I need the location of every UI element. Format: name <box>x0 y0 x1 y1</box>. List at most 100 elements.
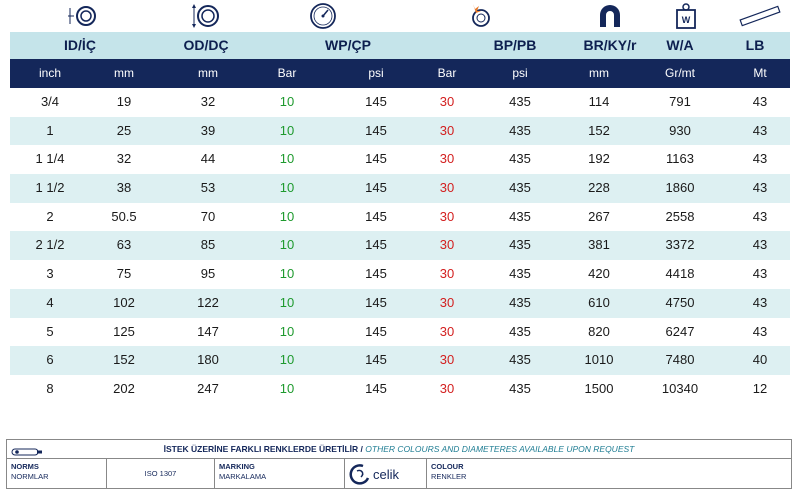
cell-length-mt: 43 <box>752 323 768 339</box>
icon-row: W <box>10 0 790 32</box>
cell-length-mt: 43 <box>752 237 768 253</box>
cell-wp-bar: 10 <box>279 237 295 253</box>
cell-wp-bar: 10 <box>279 323 295 339</box>
cell-od-mm: 85 <box>200 237 216 253</box>
cell-weight-grmt: 2558 <box>665 208 695 224</box>
marking-sub: MARKALAMA <box>219 472 267 481</box>
norms-cell: NORMS NORMLAR <box>7 459 107 489</box>
cell-bp-bar: 30 <box>439 94 455 109</box>
unit-br-mm: mm <box>589 66 609 80</box>
cell-weight-grmt: 791 <box>669 94 691 109</box>
cell-length-mt: 43 <box>752 266 768 282</box>
cell-id-mm: 202 <box>113 380 135 396</box>
cell-bp-bar: 30 <box>439 180 455 196</box>
header-weight: W/A <box>666 37 694 53</box>
cell-bp-psi: 435 <box>509 352 531 368</box>
unit-od-mm: mm <box>198 66 218 80</box>
cell-size-inch: 1 <box>46 122 54 138</box>
brand-cell: celik <box>345 459 427 489</box>
header-bp: BP/PB <box>493 37 537 53</box>
colour-label: COLOUR <box>431 462 464 471</box>
cell-bp-bar: 30 <box>439 323 455 339</box>
cell-length-mt: 12 <box>752 380 768 396</box>
cell-id-mm: 102 <box>113 294 135 310</box>
table-row: 2 50.5 70 10 145 30 435 267 2558 43 <box>10 203 790 232</box>
cell-weight-grmt: 4418 <box>665 266 695 282</box>
cell-bp-psi: 435 <box>509 380 531 396</box>
weight-icon: W <box>671 2 701 30</box>
cell-wp-psi: 145 <box>365 294 387 310</box>
cell-size-inch: 1 1/4 <box>35 151 65 167</box>
cell-id-mm: 25 <box>116 122 132 138</box>
cell-wp-bar: 10 <box>279 151 295 167</box>
cell-bp-psi: 435 <box>509 180 531 196</box>
footer-panel: İSTEK ÜZERİNE FARKLI RENKLERDE ÜRETİLİR … <box>6 439 792 489</box>
cell-bend-radius-mm: 192 <box>588 151 610 167</box>
norm-value-cell: ISO 1307 <box>107 459 215 489</box>
unit-length: Mt <box>753 66 767 80</box>
cell-wp-psi: 145 <box>365 208 387 224</box>
cell-size-inch: 2 1/2 <box>35 237 65 253</box>
cell-size-inch: 3 <box>46 266 54 282</box>
footer-note-tr: İSTEK ÜZERİNE FARKLI RENKLERDE ÜRETİLİR … <box>163 444 366 454</box>
cell-bend-radius-mm: 228 <box>588 180 610 196</box>
unit-bp-bar: Bar <box>437 66 457 80</box>
marking-cell: MARKING MARKALAMA <box>215 459 345 489</box>
table-row: 1 1/4 32 44 10 145 30 435 192 1163 43 <box>10 145 790 174</box>
cell-size-inch: 6 <box>46 352 54 368</box>
cell-wp-psi: 145 <box>365 266 387 282</box>
table-row: 1 25 39 10 145 30 435 152 930 43 <box>10 116 790 146</box>
inner-diameter-icon <box>68 2 98 30</box>
cell-bp-bar: 30 <box>439 208 455 224</box>
cell-wp-bar: 10 <box>279 294 295 310</box>
cell-id-mm: 125 <box>113 323 135 339</box>
cell-wp-bar: 10 <box>279 352 295 368</box>
cell-bp-bar: 30 <box>439 380 455 396</box>
footer-note-en: OTHER COLOURS AND DIAMETERES AVAILABLE U… <box>365 444 635 454</box>
cell-length-mt: 43 <box>752 94 768 109</box>
cell-bp-bar: 30 <box>439 294 455 310</box>
cell-od-mm: 39 <box>200 122 216 138</box>
cell-bp-psi: 435 <box>509 122 531 138</box>
brand-name: celik <box>373 466 400 482</box>
cell-bp-bar: 30 <box>439 266 455 282</box>
table-row: 8 202 247 10 145 30 435 1500 10340 12 <box>10 375 790 404</box>
cell-od-mm: 180 <box>197 352 219 368</box>
cell-weight-grmt: 6247 <box>665 323 695 339</box>
colour-cell: COLOUR RENKLER <box>427 459 547 489</box>
length-icon <box>738 2 782 30</box>
header-br: BR/KY/r <box>583 37 637 53</box>
data-table-body: 3/4 19 32 10 145 30 435 114 791 43 1 25 39 10 145 30 435… <box>10 88 790 404</box>
cell-size-inch: 3/4 <box>40 94 60 109</box>
unit-wp-bar: Bar <box>277 66 297 80</box>
table-row: 1 1/2 38 53 10 145 30 435 228 1860 43 <box>10 174 790 203</box>
unit-bp-psi: psi <box>512 66 528 80</box>
cell-wp-psi: 145 <box>365 352 387 368</box>
cell-od-mm: 53 <box>200 180 216 196</box>
bend-radius-icon <box>595 2 625 30</box>
pressure-gauge-icon <box>308 2 338 30</box>
unit-header-row: inch mm mm Bar psi Bar psi mm Gr/mt Mt <box>10 59 790 88</box>
cell-bp-psi: 435 <box>509 151 531 167</box>
colour-sub: RENKLER <box>431 472 467 481</box>
cell-wp-psi: 145 <box>365 180 387 196</box>
cell-size-inch: 2 <box>46 208 54 224</box>
cell-size-inch: 4 <box>46 294 54 310</box>
cell-wp-psi: 145 <box>365 323 387 339</box>
footer-info-row: NORMS NORMLAR ISO 1307 MARKING MARKALAMA… <box>7 459 791 489</box>
cell-bp-psi: 435 <box>509 294 531 310</box>
table-row: 3 75 95 10 145 30 435 420 4418 43 <box>10 260 790 289</box>
marking-label: MARKING <box>219 462 255 471</box>
cell-wp-bar: 10 <box>279 208 295 224</box>
cell-od-mm: 247 <box>197 380 219 396</box>
cell-id-mm: 152 <box>113 352 135 368</box>
cell-id-mm: 19 <box>116 94 132 109</box>
cell-wp-bar: 10 <box>279 180 295 196</box>
cell-bp-psi: 435 <box>509 94 531 109</box>
outer-diameter-icon <box>190 2 220 30</box>
table-row: 5 125 147 10 145 30 435 820 6247 43 <box>10 318 790 347</box>
cell-weight-grmt: 4750 <box>665 294 695 310</box>
cell-od-mm: 95 <box>200 266 216 282</box>
cell-weight-grmt: 1860 <box>665 180 695 196</box>
header-od: OD/DÇ <box>183 37 229 53</box>
